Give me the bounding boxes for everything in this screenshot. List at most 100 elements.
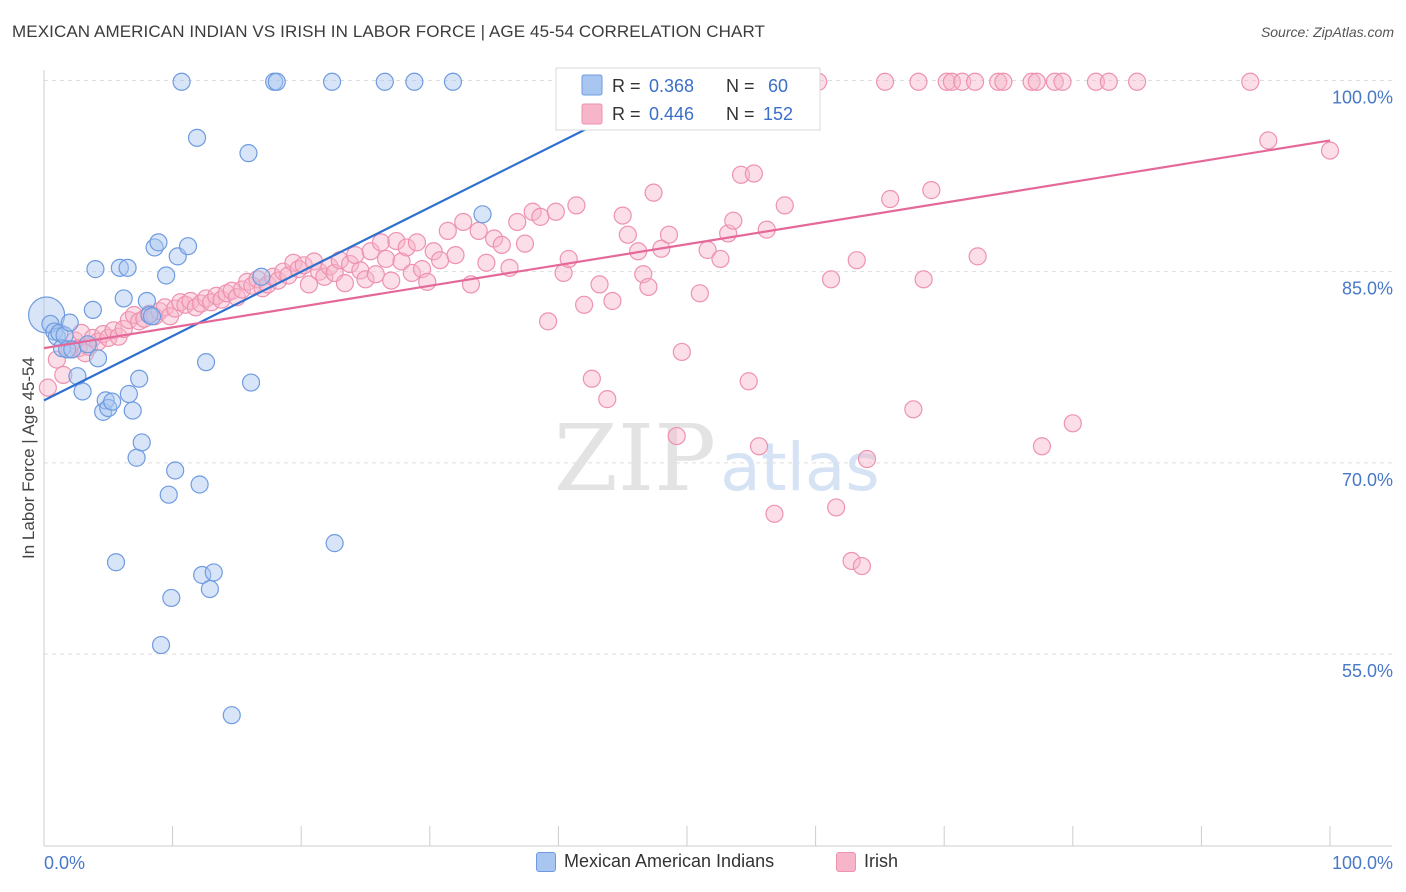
data-point [852, 556, 871, 576]
data-point [241, 373, 261, 392]
data-point [397, 238, 416, 257]
data-point [217, 284, 236, 303]
legend-r-label-blue: R = [612, 76, 641, 96]
data-point [299, 275, 319, 294]
chart-title: MEXICAN AMERICAN INDIAN VS IRISH IN LABO… [12, 22, 766, 41]
tick-labels: 55.0% 70.0% 85.0% 100.0% 0.0% 100.0% [44, 88, 1393, 874]
data-point [351, 261, 370, 280]
data-point [335, 274, 355, 293]
x-tick-label: 100.0% [1332, 853, 1393, 873]
data-point [86, 260, 105, 279]
legend-item-mexican-american-indians[interactable]: Mexican American Indians [536, 851, 774, 872]
data-point [443, 72, 463, 91]
data-point [875, 72, 895, 91]
data-point [402, 263, 421, 283]
data-point [598, 390, 617, 409]
data-point [942, 72, 962, 91]
data-point [114, 289, 133, 308]
data-point [159, 485, 178, 504]
data-point [968, 247, 987, 266]
data-point [469, 221, 488, 240]
data-point [1045, 72, 1064, 91]
data-point [1099, 72, 1118, 91]
data-point [322, 72, 342, 91]
data-point [193, 565, 212, 585]
data-point [744, 164, 763, 183]
trend-line-pink [43, 139, 1331, 350]
data-point [1063, 414, 1082, 433]
data-point [508, 212, 527, 232]
data-point [842, 551, 861, 571]
data-point [387, 231, 406, 251]
data-point [857, 449, 877, 469]
data-point [1320, 141, 1340, 160]
data-point [130, 369, 149, 388]
watermark-atlas: atlas [720, 429, 880, 506]
data-point [659, 225, 679, 244]
data-point [110, 258, 129, 277]
data-point [477, 253, 496, 272]
data-point [582, 369, 601, 388]
data-point [1241, 72, 1260, 91]
legend-n-value-blue: 60 [768, 76, 788, 96]
legend-label: Mexican American Indians [564, 851, 775, 871]
legend-label: Irish [864, 851, 899, 871]
data-point [83, 300, 102, 319]
data-point [371, 233, 391, 252]
data-point [60, 313, 79, 332]
y-tick-label: 55.0% [1342, 661, 1393, 681]
data-point [922, 181, 941, 200]
data-point [376, 249, 396, 269]
data-point [157, 266, 176, 285]
data-point [73, 382, 92, 401]
data-point [1032, 437, 1052, 456]
data-point [492, 235, 511, 255]
data-point [392, 252, 411, 271]
data-point [54, 365, 73, 384]
data-point [590, 275, 609, 294]
data-point [965, 72, 985, 91]
y-axis-label: In Labor Force | Age 45-54 [19, 357, 38, 559]
legend-item-irish[interactable]: Irish [836, 851, 898, 872]
data-point [132, 433, 151, 452]
data-point [151, 635, 171, 655]
data-point [88, 349, 108, 368]
legend-n-label-blue: N = [726, 76, 755, 96]
correlation-legend: R = 0.368 N = 60 R = 0.446 N = 152 [555, 67, 821, 131]
data-point [1053, 72, 1072, 91]
data-point [118, 258, 137, 277]
data-point [142, 307, 162, 326]
data-point [953, 72, 972, 91]
data-point [989, 72, 1008, 91]
data-point [340, 254, 360, 274]
data-point [162, 588, 181, 608]
data-point [172, 72, 191, 91]
data-point [724, 211, 743, 230]
data-point [68, 367, 87, 386]
data-point [446, 245, 465, 265]
data-point [382, 271, 401, 290]
legend-swatch-pink [581, 103, 603, 125]
mexican-american-indian-points [27, 72, 492, 725]
data-point [937, 72, 956, 91]
data-point [1027, 72, 1046, 91]
data-point [127, 448, 146, 467]
data-point [267, 72, 286, 91]
data-point [667, 426, 686, 446]
data-point [27, 296, 66, 334]
data-point [196, 353, 216, 372]
data-point [315, 267, 334, 286]
legend-r-value-blue: 0.368 [649, 76, 694, 96]
legend-r-label-pink: R = [612, 104, 641, 124]
legend-swatch-blue [536, 851, 556, 872]
y-tick-label: 85.0% [1342, 279, 1393, 299]
legend-swatch-pink [836, 851, 856, 872]
data-point [106, 553, 126, 572]
data-point [639, 277, 658, 297]
watermark-zip: ZIP [554, 405, 716, 512]
y-tick-label: 100.0% [1332, 88, 1393, 108]
data-point [405, 72, 424, 91]
data-point [531, 207, 550, 226]
grid-layer [44, 80, 1392, 655]
